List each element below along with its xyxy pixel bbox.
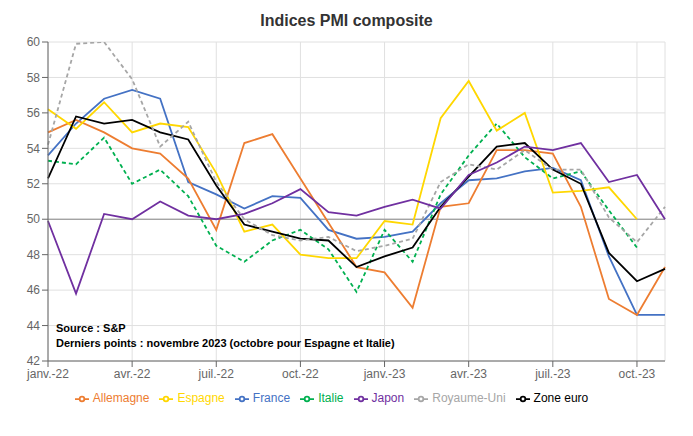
svg-text:juil.-23: juil.-23: [534, 367, 571, 381]
html-text:France: France: [252, 391, 291, 405]
svg-text:oct.-23: oct.-23: [619, 367, 656, 381]
svg-text:oct.-22: oct.-22: [282, 367, 319, 381]
html-text:Espagne: Espagne: [177, 391, 225, 405]
svg-text:46: 46: [27, 283, 41, 297]
svg-text:juil.-22: juil.-22: [198, 367, 235, 381]
html-text:Source : S&P: Source : S&P: [56, 322, 126, 334]
svg-text:avr.-22: avr.-22: [114, 367, 151, 381]
svg-text:56: 56: [27, 106, 41, 120]
html-text:Japon: Japon: [371, 391, 405, 405]
html-text:Indices PMI composite: Indices PMI composite: [260, 12, 433, 29]
svg-text:50: 50: [27, 212, 41, 226]
svg-text:janv.-23: janv.-23: [363, 367, 406, 381]
svg-text:44: 44: [27, 319, 41, 333]
svg-text:60: 60: [27, 35, 41, 49]
html-text:Derniers points : novembre 202: Derniers points : novembre 2023 (octobre…: [56, 337, 395, 349]
svg-text:48: 48: [27, 248, 41, 262]
svg-text:janv.-22: janv.-22: [26, 367, 69, 381]
svg-text:58: 58: [27, 71, 41, 85]
html-text:Zone euro: Zone euro: [533, 391, 589, 405]
svg-text:52: 52: [27, 177, 41, 191]
svg-text:42: 42: [27, 354, 41, 368]
html-text:Allemagne: Allemagne: [92, 391, 150, 405]
html-text:Italie: Italie: [318, 391, 344, 405]
svg-text:avr.-23: avr.-23: [450, 367, 487, 381]
svg-text:54: 54: [27, 142, 41, 156]
html-text:Royaume-Uni: Royaume-Uni: [432, 391, 506, 405]
